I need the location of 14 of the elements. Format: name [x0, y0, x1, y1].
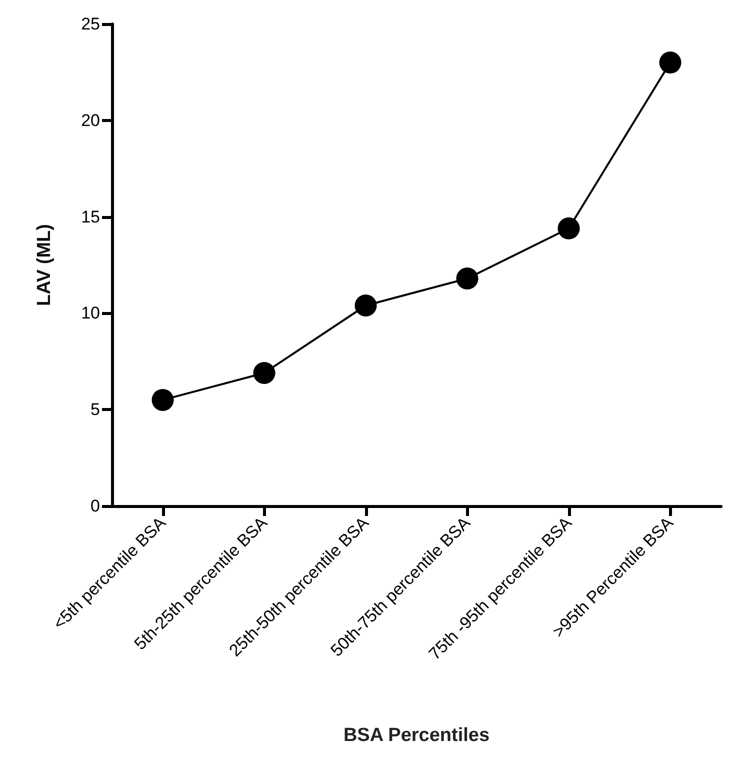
point	[659, 52, 682, 74]
x-axis-title: BSA Percentiles	[343, 725, 490, 746]
point	[253, 362, 276, 384]
point	[152, 388, 174, 411]
y-axis-title: LAV (ML)	[34, 224, 55, 306]
point	[558, 217, 580, 240]
y-tick-label: 20	[81, 110, 100, 130]
y-tick-label: 15	[81, 207, 100, 226]
y-tick-label: 5	[90, 400, 100, 420]
point	[456, 268, 478, 290]
y-tick-label: 0	[90, 496, 100, 516]
point	[354, 294, 377, 316]
y-tick-label: 25	[81, 14, 100, 34]
y-tick-label: 10	[81, 304, 100, 323]
